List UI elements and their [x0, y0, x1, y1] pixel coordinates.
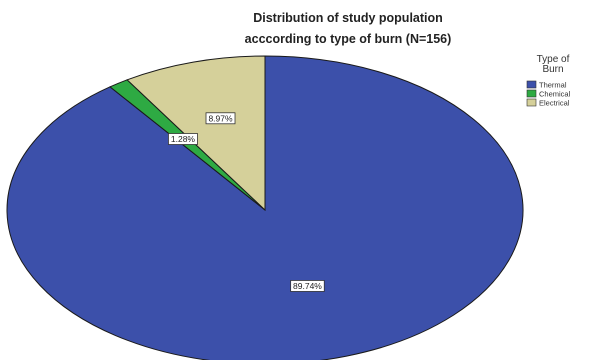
- chart-title-line-1: Distribution of study population: [253, 11, 443, 25]
- chart-title-line-2: acccording to type of burn (N=156): [245, 32, 452, 46]
- slice-label-box: [290, 280, 325, 292]
- legend-swatch: [526, 89, 537, 98]
- legend-item-thermal: Thermal: [526, 80, 567, 90]
- legend-label: Chemical: [539, 90, 571, 99]
- legend-item-electrical: Electrical: [526, 98, 570, 108]
- slice-label-box: [205, 112, 236, 125]
- slice-label-electrical: 8.97%: [205, 112, 236, 125]
- legend-label: Electrical: [539, 99, 570, 108]
- legend-swatch: [526, 98, 537, 107]
- pie-slice-labels: 89.74% 1.28% 8.97%: [168, 112, 325, 292]
- pie-slices: [6, 55, 524, 360]
- slice-label-text: 8.97%: [208, 113, 233, 123]
- slice-label-thermal: 89.74%: [290, 280, 325, 292]
- legend-title-line-2: Burn: [542, 64, 563, 75]
- slice-label-text: 1.28%: [171, 134, 196, 144]
- slice-label-box: [168, 133, 198, 145]
- legend-swatch: [526, 80, 537, 89]
- legend-item-chemical: Chemical: [526, 89, 571, 99]
- pie-slice-thermal: [6, 55, 524, 360]
- legend-label: Thermal: [539, 81, 567, 90]
- slice-label-text: 89.74%: [293, 281, 322, 291]
- slice-label-chemical: 1.28%: [168, 133, 198, 145]
- legend-title-line-1: Type of: [537, 54, 570, 65]
- pie-slice-electrical: [126, 55, 266, 212]
